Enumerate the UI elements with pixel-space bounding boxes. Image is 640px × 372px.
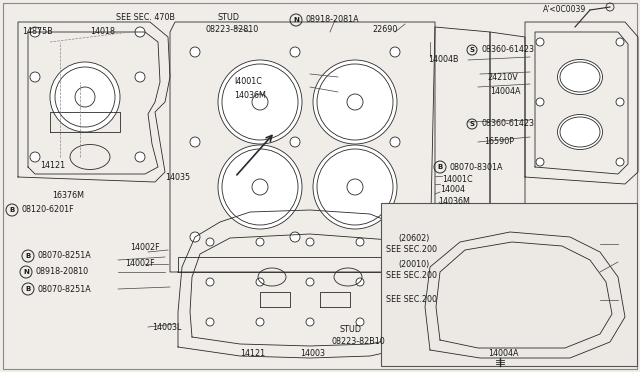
Text: 08070-8251A: 08070-8251A (38, 251, 92, 260)
Circle shape (30, 152, 40, 162)
Text: SEE SEC. 470B: SEE SEC. 470B (116, 13, 175, 22)
Circle shape (290, 137, 300, 147)
Circle shape (135, 152, 145, 162)
Circle shape (30, 72, 40, 82)
Text: 14004A: 14004A (488, 350, 518, 359)
Circle shape (536, 158, 544, 166)
Circle shape (256, 318, 264, 326)
Circle shape (482, 279, 498, 295)
Circle shape (135, 27, 145, 37)
Text: 14036M: 14036M (438, 198, 470, 206)
Ellipse shape (557, 115, 602, 150)
Circle shape (306, 238, 314, 246)
Circle shape (616, 38, 624, 46)
Text: 22690: 22690 (372, 25, 397, 33)
Text: 24210V: 24210V (487, 73, 518, 81)
Circle shape (306, 278, 314, 286)
Circle shape (306, 318, 314, 326)
Text: 14002F: 14002F (125, 260, 155, 269)
Text: STUD: STUD (218, 13, 240, 22)
Circle shape (356, 278, 364, 286)
Text: (20010): (20010) (398, 260, 429, 269)
Text: 08223-82B10: 08223-82B10 (332, 337, 386, 346)
Circle shape (356, 238, 364, 246)
Text: A'<0C0039: A'<0C0039 (543, 6, 586, 15)
Text: SEE SEC.200: SEE SEC.200 (386, 246, 437, 254)
Text: 08360-61423: 08360-61423 (482, 45, 535, 55)
Circle shape (313, 60, 397, 144)
Circle shape (401, 318, 409, 326)
Text: N: N (23, 269, 29, 275)
Ellipse shape (557, 60, 602, 94)
Text: 14002F: 14002F (130, 244, 159, 253)
Text: 08120-6201F: 08120-6201F (22, 205, 75, 215)
Text: 08360-61423: 08360-61423 (482, 119, 535, 128)
Text: 14004: 14004 (440, 186, 465, 195)
Circle shape (206, 278, 214, 286)
Bar (381, 203, 637, 366)
Text: 08918-2081A: 08918-2081A (306, 16, 360, 25)
Text: 14003: 14003 (300, 350, 325, 359)
Circle shape (532, 294, 568, 330)
Circle shape (50, 62, 120, 132)
Circle shape (190, 137, 200, 147)
Text: 14004B: 14004B (428, 55, 458, 64)
Text: 08223-82810: 08223-82810 (205, 25, 259, 33)
Circle shape (190, 232, 200, 242)
Circle shape (536, 38, 544, 46)
Circle shape (206, 318, 214, 326)
Circle shape (256, 278, 264, 286)
Text: B: B (10, 207, 15, 213)
Circle shape (218, 145, 302, 229)
Circle shape (190, 47, 200, 57)
Circle shape (256, 238, 264, 246)
Text: 14003L: 14003L (152, 323, 181, 331)
Text: 14121: 14121 (40, 160, 65, 170)
Circle shape (616, 98, 624, 106)
Text: 14004A: 14004A (490, 87, 520, 96)
Circle shape (290, 47, 300, 57)
Circle shape (356, 318, 364, 326)
Text: S: S (470, 47, 474, 53)
Text: SEE SEC.200: SEE SEC.200 (386, 270, 437, 279)
Circle shape (135, 72, 145, 82)
Circle shape (313, 145, 397, 229)
Circle shape (290, 232, 300, 242)
Text: 08070-8251A: 08070-8251A (38, 285, 92, 294)
Text: B: B (26, 286, 31, 292)
Text: STUD: STUD (340, 326, 362, 334)
Circle shape (401, 278, 409, 286)
Circle shape (538, 260, 562, 284)
Circle shape (218, 60, 302, 144)
Text: N: N (293, 17, 299, 23)
Circle shape (616, 158, 624, 166)
Circle shape (536, 98, 544, 106)
Text: (20602): (20602) (398, 234, 429, 244)
Circle shape (30, 27, 40, 37)
Text: B: B (26, 253, 31, 259)
Circle shape (390, 47, 400, 57)
Text: 08070-8301A: 08070-8301A (450, 163, 504, 171)
Text: SEE SEC.200: SEE SEC.200 (386, 295, 437, 305)
Text: I4001C: I4001C (234, 77, 262, 87)
Text: 14018: 14018 (90, 28, 115, 36)
Circle shape (390, 232, 400, 242)
Text: 14036M: 14036M (234, 92, 266, 100)
Text: B: B (437, 164, 443, 170)
Circle shape (390, 137, 400, 147)
Text: 08918-20810: 08918-20810 (36, 267, 89, 276)
Text: 14875B: 14875B (22, 28, 52, 36)
Circle shape (206, 238, 214, 246)
Text: 14001C: 14001C (442, 174, 472, 183)
Text: S: S (470, 121, 474, 127)
Text: 14035: 14035 (165, 173, 190, 182)
Text: 16376M: 16376M (52, 190, 84, 199)
Text: 14121: 14121 (240, 350, 265, 359)
Text: 16590P: 16590P (484, 138, 514, 147)
